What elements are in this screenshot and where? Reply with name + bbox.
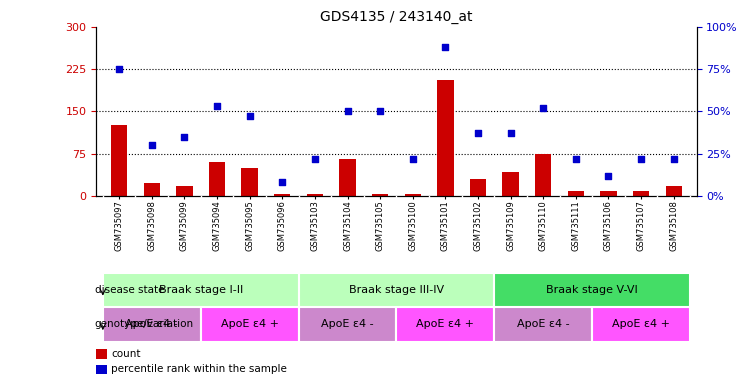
Point bbox=[276, 179, 288, 185]
Bar bbox=[568, 191, 584, 196]
Point bbox=[211, 103, 223, 109]
Bar bbox=[372, 194, 388, 196]
Text: disease state: disease state bbox=[95, 285, 165, 295]
Bar bbox=[494, 307, 592, 342]
Point bbox=[342, 108, 353, 114]
Point bbox=[668, 156, 679, 162]
Bar bbox=[176, 186, 193, 196]
Bar bbox=[502, 172, 519, 196]
Bar bbox=[274, 194, 290, 196]
Bar bbox=[103, 307, 201, 342]
Bar bbox=[103, 273, 299, 307]
Bar bbox=[307, 194, 323, 196]
Text: ApoE ε4 +: ApoE ε4 + bbox=[416, 319, 474, 329]
Bar bbox=[96, 365, 107, 374]
Bar bbox=[242, 168, 258, 196]
Point bbox=[113, 66, 125, 72]
Text: ApoE ε4 +: ApoE ε4 + bbox=[612, 319, 670, 329]
Bar bbox=[96, 349, 107, 359]
Point bbox=[309, 156, 321, 162]
Bar bbox=[111, 126, 127, 196]
Text: ApoE ε4 -: ApoE ε4 - bbox=[125, 319, 178, 329]
Text: Braak stage III-IV: Braak stage III-IV bbox=[349, 285, 444, 295]
Point bbox=[472, 130, 484, 136]
Bar bbox=[209, 162, 225, 196]
Text: ApoE ε4 -: ApoE ε4 - bbox=[517, 319, 570, 329]
Point bbox=[439, 44, 451, 50]
Point bbox=[537, 105, 549, 111]
Bar bbox=[405, 194, 421, 196]
Bar bbox=[470, 179, 486, 196]
Point bbox=[146, 142, 158, 148]
Bar bbox=[437, 80, 453, 196]
Text: Braak stage V-VI: Braak stage V-VI bbox=[546, 285, 638, 295]
Title: GDS4135 / 243140_at: GDS4135 / 243140_at bbox=[320, 10, 473, 25]
Text: ApoE ε4 -: ApoE ε4 - bbox=[321, 319, 373, 329]
Bar bbox=[494, 273, 690, 307]
Bar bbox=[535, 154, 551, 196]
Bar bbox=[339, 159, 356, 196]
Bar bbox=[299, 273, 494, 307]
Bar bbox=[201, 307, 299, 342]
Bar bbox=[633, 191, 649, 196]
Point bbox=[635, 156, 647, 162]
Text: Braak stage I-II: Braak stage I-II bbox=[159, 285, 243, 295]
Bar bbox=[592, 307, 690, 342]
Point bbox=[602, 172, 614, 179]
Text: percentile rank within the sample: percentile rank within the sample bbox=[111, 364, 288, 374]
Point bbox=[179, 134, 190, 140]
Bar bbox=[600, 191, 617, 196]
Point bbox=[407, 156, 419, 162]
Bar bbox=[665, 186, 682, 196]
Text: count: count bbox=[111, 349, 141, 359]
Bar bbox=[144, 184, 160, 196]
Bar bbox=[299, 307, 396, 342]
Text: genotype/variation: genotype/variation bbox=[95, 319, 194, 329]
Point bbox=[570, 156, 582, 162]
Point bbox=[505, 130, 516, 136]
Point bbox=[374, 108, 386, 114]
Point bbox=[244, 113, 256, 119]
Bar bbox=[396, 307, 494, 342]
Text: ApoE ε4 +: ApoE ε4 + bbox=[221, 319, 279, 329]
